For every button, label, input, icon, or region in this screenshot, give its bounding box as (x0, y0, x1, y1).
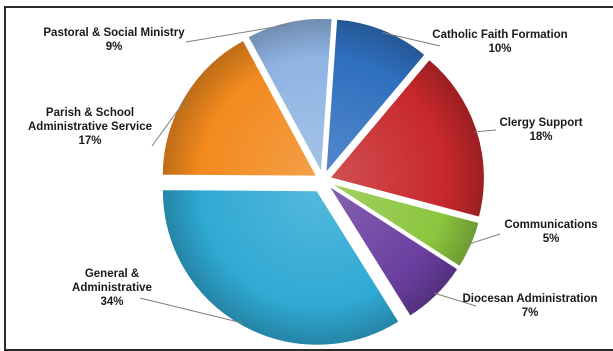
slice-label-communications: Communications 5% (504, 219, 597, 245)
slice-label-parish-and-school-administrative-service: Parish & School Administrative Service 17% (28, 107, 152, 147)
pie-slice-pastoral-and-social-ministry (246, 17, 334, 176)
pie-slice-general-and-administrative (161, 188, 401, 345)
pie-slice-diocesan-administration (327, 184, 460, 318)
leader-line-parish-and-school-administrative-service (151, 97, 188, 147)
slice-label-pastoral-and-social-ministry: Pastoral & Social Ministry 9% (43, 27, 185, 53)
slice-label-diocesan-administration: Diocesan Administration 7% (462, 293, 597, 319)
leader-line-pastoral-and-social-ministry (185, 24, 290, 43)
slice-label-general-and-administrative: General & Administrative 34% (72, 268, 152, 308)
pie-slice-catholic-faith-formation (324, 18, 427, 176)
pie-slice-clergy-support (328, 58, 486, 219)
leader-line-general-and-administrative (139, 297, 244, 324)
leader-line-diocesan-administration (434, 292, 477, 307)
slice-labels: Catholic Faith Formation 10% Clergy Suppor… (28, 24, 598, 324)
pie-slices (161, 17, 486, 345)
leader-line-catholic-faith-formation (382, 32, 441, 47)
pie-slice-communications (328, 182, 481, 268)
slice-label-catholic-faith-formation: Catholic Faith Formation 10% (432, 29, 567, 55)
leader-line-clergy-support (474, 129, 497, 133)
pie-slice-parish-and-school-administrative-service (161, 39, 319, 178)
leader-line-communications (468, 233, 501, 245)
slice-label-clergy-support: Clergy Support 18% (499, 117, 582, 143)
